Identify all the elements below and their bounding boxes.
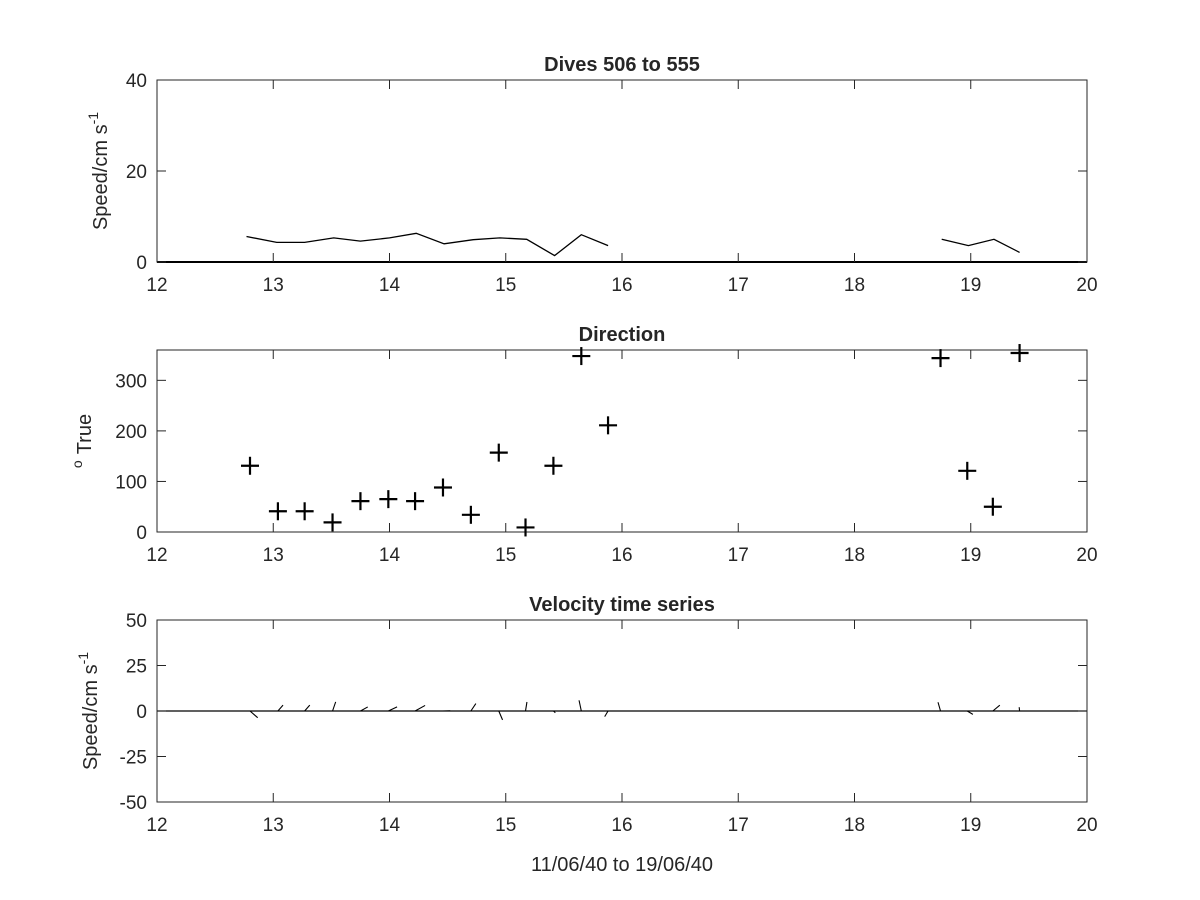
- velocity-y-tick-label: -50: [120, 793, 147, 814]
- direction-x-tick-label: 17: [728, 545, 749, 566]
- direction-point: [544, 456, 563, 475]
- direction-x-tick-label: 14: [379, 545, 401, 566]
- speed-y-tick-label: 40: [126, 71, 147, 92]
- speed-x-tick-label: 15: [495, 275, 516, 296]
- velocity-x-tick-label: 12: [146, 815, 167, 836]
- velocity-stick: [388, 706, 398, 712]
- direction-point: [599, 416, 618, 435]
- direction-point: [1010, 344, 1029, 363]
- svg-text:Speed/cm s-1: Speed/cm s-1: [75, 652, 102, 770]
- direction-point: [489, 443, 508, 462]
- svg-text:Speed/cm s-1: Speed/cm s-1: [85, 112, 112, 230]
- velocity-stick: [966, 710, 974, 715]
- speed-y-tick-label: 0: [136, 253, 147, 274]
- direction-x-tick-label: 20: [1076, 545, 1097, 566]
- velocity-x-tick-label: 13: [263, 815, 284, 836]
- direction-y-tick-label: 300: [115, 371, 147, 392]
- direction-x-tick-label: 16: [611, 545, 632, 566]
- velocity-stick: [414, 704, 426, 712]
- shared-x-axis-label: 11/06/40 to 19/06/40: [531, 854, 713, 876]
- direction-x-tick-label: 18: [844, 545, 865, 566]
- speed-x-axis: 12 13 14 15 16 17 18 19 20: [146, 80, 1098, 296]
- direction-x-axis: 12 13 14 15 16 17 18 19 20: [146, 350, 1098, 566]
- svg-text:oTrue: oTrue: [69, 414, 96, 468]
- velocity-x-tick-label: 17: [728, 815, 749, 836]
- direction-point: [268, 502, 287, 521]
- velocity-x-tick-label: 19: [960, 815, 981, 836]
- direction-point: [295, 502, 314, 521]
- velocity-x-axis: 12 13 14 15 16 17 18 19 20: [146, 620, 1098, 836]
- velocity-stick: [937, 702, 942, 712]
- direction-point: [433, 478, 452, 497]
- direction-point: [983, 497, 1002, 516]
- velocity-stick: [498, 710, 504, 721]
- velocity-stick: [332, 701, 337, 712]
- velocity-stick: [304, 704, 311, 712]
- velocity-stick: [360, 706, 369, 712]
- speed-x-tick-label: 18: [844, 275, 865, 296]
- velocity-x-tick-label: 20: [1076, 815, 1097, 836]
- velocity-x-tick-label: 14: [379, 815, 401, 836]
- velocity-panel-title: Velocity time series: [529, 594, 715, 616]
- speed-axes-frame: [156, 79, 1088, 263]
- speed-x-tick-label: 13: [263, 275, 284, 296]
- velocity-stick: [470, 703, 477, 712]
- speed-series-line: [941, 238, 1020, 253]
- direction-y-tick-label: 0: [136, 523, 147, 544]
- velocity-y-axis: -50 -25 0 25 50: [120, 611, 1087, 814]
- velocity-x-tick-label: 16: [611, 815, 632, 836]
- velocity-y-tick-label: 0: [136, 702, 147, 723]
- speed-panel: 12 13 14 15 16 17 18 19 20 0 20 40 Dives 506 to 55…: [85, 54, 1098, 296]
- velocity-y-tick-label: 50: [126, 611, 147, 632]
- direction-point: [406, 492, 425, 511]
- direction-x-tick-label: 12: [146, 545, 167, 566]
- direction-panel-title: Direction: [579, 324, 666, 346]
- direction-point: [461, 505, 480, 524]
- speed-x-tick-label: 12: [146, 275, 167, 296]
- speed-x-tick-label: 20: [1076, 275, 1097, 296]
- direction-plot-area: [241, 344, 1029, 537]
- direction-x-tick-label: 19: [960, 545, 981, 566]
- speed-series-line: [246, 232, 609, 257]
- speed-x-tick-label: 19: [960, 275, 981, 296]
- direction-y-axis-label: oTrue: [69, 414, 96, 468]
- direction-point: [516, 518, 535, 537]
- speed-panel-title: Dives 506 to 555: [544, 54, 700, 76]
- speed-y-tick-label: 20: [126, 162, 147, 183]
- direction-x-tick-label: 15: [495, 545, 516, 566]
- velocity-stick: [249, 710, 259, 719]
- velocity-x-tick-label: 18: [844, 815, 865, 836]
- velocity-x-tick-label: 15: [495, 815, 516, 836]
- direction-axes-frame: [156, 349, 1088, 533]
- speed-x-tick-label: 16: [611, 275, 632, 296]
- direction-point: [323, 513, 342, 532]
- velocity-stick: [578, 700, 582, 712]
- direction-y-axis: 0 100 200 300: [115, 371, 1087, 544]
- velocity-plot-area: [157, 700, 1087, 721]
- direction-point: [572, 347, 591, 366]
- velocity-stick: [992, 704, 1001, 712]
- direction-point: [241, 456, 259, 475]
- direction-point: [958, 461, 977, 480]
- velocity-stick: [524, 701, 528, 712]
- velocity-stick: [604, 710, 609, 717]
- velocity-stick: [277, 704, 284, 712]
- direction-point: [351, 492, 370, 511]
- velocity-stick: [553, 710, 556, 714]
- velocity-y-axis-label: Speed/cm s-1: [75, 652, 102, 770]
- velocity-y-tick-label: -25: [120, 748, 147, 769]
- direction-y-tick-label: 100: [115, 472, 147, 493]
- direction-x-tick-label: 13: [263, 545, 284, 566]
- direction-point: [379, 490, 398, 509]
- speed-y-axis: 0 20 40: [126, 71, 1087, 274]
- velocity-panel: 12 13 14 15 16 17 18 19 20 -50 -25 0 25 50 Velocity …: [75, 594, 1098, 836]
- velocity-y-tick-label: 25: [126, 657, 147, 678]
- speed-x-tick-label: 17: [728, 275, 749, 296]
- direction-y-tick-label: 200: [115, 422, 147, 443]
- direction-point: [931, 349, 950, 368]
- speed-x-tick-label: 14: [379, 275, 401, 296]
- speed-y-axis-label: Speed/cm s-1: [85, 112, 112, 230]
